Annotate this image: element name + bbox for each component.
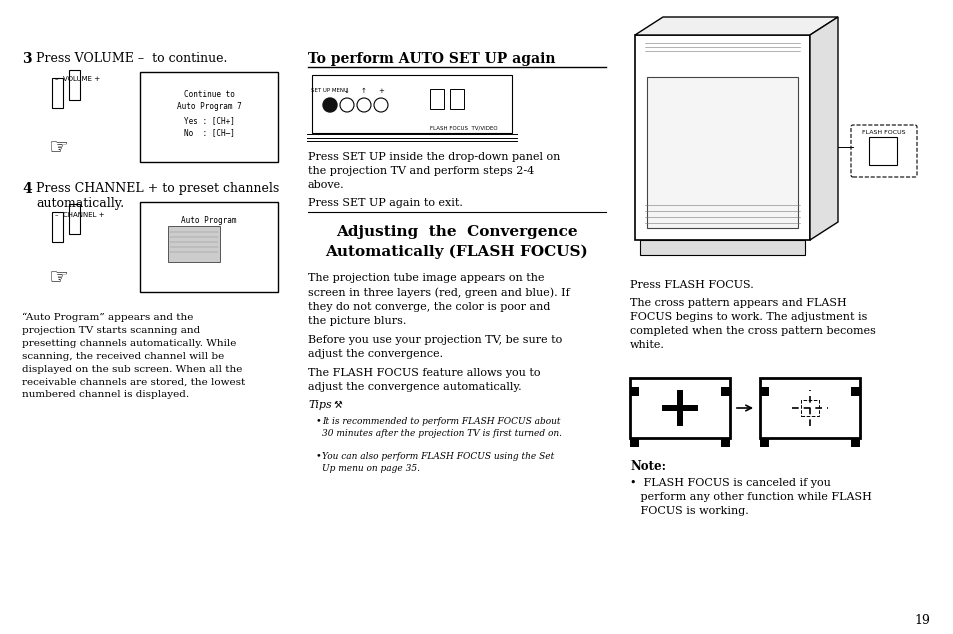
FancyBboxPatch shape — [629, 438, 639, 447]
Text: It is recommended to perform FLASH FOCUS about
30 minutes after the projection T: It is recommended to perform FLASH FOCUS… — [322, 417, 561, 438]
FancyBboxPatch shape — [850, 438, 859, 447]
FancyBboxPatch shape — [720, 438, 729, 447]
Text: FLASH FOCUS: FLASH FOCUS — [862, 130, 904, 135]
Circle shape — [356, 98, 371, 112]
Text: –  VOLUME +: – VOLUME + — [55, 76, 100, 82]
Text: Auto Program: Auto Program — [181, 216, 236, 225]
Text: ↑: ↑ — [360, 88, 367, 94]
FancyBboxPatch shape — [312, 75, 512, 133]
Text: Before you use your projection TV, be sure to
adjust the convergence.: Before you use your projection TV, be su… — [308, 335, 561, 359]
FancyBboxPatch shape — [850, 125, 916, 177]
FancyBboxPatch shape — [661, 405, 698, 411]
Text: Adjusting  the  Convergence: Adjusting the Convergence — [335, 225, 578, 239]
Text: 4: 4 — [22, 182, 31, 196]
Text: •: • — [315, 417, 325, 426]
Text: Press VOLUME –  to continue.: Press VOLUME – to continue. — [36, 52, 227, 65]
FancyBboxPatch shape — [140, 202, 277, 292]
FancyBboxPatch shape — [850, 387, 859, 396]
Circle shape — [323, 98, 336, 112]
Text: Note:: Note: — [629, 460, 665, 473]
Text: Automatically (FLASH FOCUS): Automatically (FLASH FOCUS) — [325, 245, 588, 259]
Text: The cross pattern appears and FLASH
FOCUS begins to work. The adjustment is
comp: The cross pattern appears and FLASH FOCU… — [629, 298, 875, 350]
Circle shape — [374, 98, 388, 112]
Text: ☞: ☞ — [48, 138, 68, 158]
FancyBboxPatch shape — [720, 387, 729, 396]
FancyBboxPatch shape — [168, 226, 220, 262]
Text: –  CHANNEL +: – CHANNEL + — [55, 212, 105, 218]
Text: +: + — [377, 88, 383, 94]
Text: SET UP MENU: SET UP MENU — [312, 88, 348, 93]
Text: Continue to
Auto Program 7: Continue to Auto Program 7 — [176, 90, 241, 111]
FancyBboxPatch shape — [760, 387, 768, 396]
Text: 3: 3 — [22, 52, 31, 66]
Text: 19: 19 — [913, 614, 929, 627]
Text: FLASH FOCUS  TV/VIDEO: FLASH FOCUS TV/VIDEO — [430, 125, 497, 130]
Polygon shape — [635, 17, 837, 35]
Text: “Auto Program” appears and the
projection TV starts scanning and
presetting chan: “Auto Program” appears and the projectio… — [22, 313, 245, 399]
FancyBboxPatch shape — [801, 400, 818, 416]
Text: ⚒: ⚒ — [334, 400, 342, 410]
FancyBboxPatch shape — [69, 204, 80, 234]
FancyBboxPatch shape — [868, 137, 896, 165]
FancyBboxPatch shape — [760, 438, 768, 447]
FancyBboxPatch shape — [450, 89, 463, 109]
Text: Press CHANNEL + to preset channels
automatically.: Press CHANNEL + to preset channels autom… — [36, 182, 279, 210]
Text: To perform AUTO SET UP again: To perform AUTO SET UP again — [308, 52, 555, 66]
FancyBboxPatch shape — [69, 70, 80, 100]
FancyBboxPatch shape — [140, 72, 277, 162]
Text: The projection tube image appears on the
screen in three layers (red, green and : The projection tube image appears on the… — [308, 273, 569, 326]
Polygon shape — [809, 17, 837, 240]
Text: Press FLASH FOCUS.: Press FLASH FOCUS. — [629, 280, 753, 290]
Text: •: • — [315, 452, 325, 461]
FancyBboxPatch shape — [52, 78, 63, 108]
Text: You can also perform FLASH FOCUS using the Set
Up menu on page 35.: You can also perform FLASH FOCUS using t… — [322, 452, 554, 473]
Text: Press SET UP again to exit.: Press SET UP again to exit. — [308, 198, 462, 208]
Text: Yes : [CH+]
No  : [CH–]: Yes : [CH+] No : [CH–] — [183, 116, 234, 137]
FancyBboxPatch shape — [760, 378, 859, 438]
FancyBboxPatch shape — [646, 77, 797, 228]
FancyBboxPatch shape — [635, 35, 809, 240]
FancyBboxPatch shape — [639, 240, 804, 255]
FancyBboxPatch shape — [430, 89, 443, 109]
FancyBboxPatch shape — [629, 387, 639, 396]
Text: ↓: ↓ — [344, 88, 350, 94]
FancyBboxPatch shape — [629, 378, 729, 438]
Text: Tips: Tips — [308, 400, 332, 410]
Circle shape — [339, 98, 354, 112]
Text: The FLASH FOCUS feature allows you to
adjust the convergence automatically.: The FLASH FOCUS feature allows you to ad… — [308, 368, 540, 392]
FancyBboxPatch shape — [52, 212, 63, 242]
Text: •  FLASH FOCUS is canceled if you
   perform any other function while FLASH
   F: • FLASH FOCUS is canceled if you perform… — [629, 478, 871, 516]
Text: Press SET UP inside the drop-down panel on
the projection TV and perform steps 2: Press SET UP inside the drop-down panel … — [308, 152, 559, 190]
Text: ☞: ☞ — [48, 268, 68, 288]
FancyBboxPatch shape — [677, 390, 682, 426]
